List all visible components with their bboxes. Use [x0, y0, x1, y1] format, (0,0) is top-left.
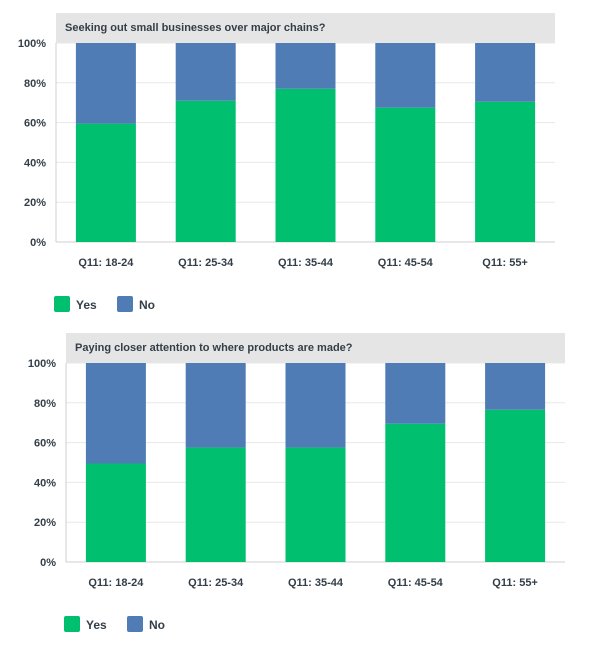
legend-label-no: No	[149, 618, 165, 632]
bar-yes-1	[75, 123, 136, 242]
y-tick-label: 40%	[24, 157, 46, 169]
y-tick-label: 20%	[24, 197, 46, 209]
y-tick-label: 80%	[24, 78, 46, 90]
legend-swatch-no	[127, 616, 143, 632]
y-tick-label: 0%	[40, 557, 56, 569]
bar-yes-5	[475, 101, 536, 242]
bar-no-1	[75, 43, 136, 124]
x-tick-label: Q11: 45-54	[378, 257, 434, 269]
y-tick-label: 20%	[34, 517, 56, 529]
y-tick-label: 0%	[30, 237, 46, 249]
legend-label-no: No	[139, 298, 155, 312]
x-tick-label: Q11: 18-24	[78, 257, 134, 269]
chart-title: Paying closer attention to where product…	[75, 342, 353, 354]
chart-title: Seeking out small businesses over major …	[65, 22, 326, 34]
x-tick-label: Q11: 18-24	[88, 577, 144, 589]
y-tick-label: 60%	[24, 118, 46, 130]
chart-title-bar	[66, 333, 565, 363]
bar-yes-4	[375, 107, 436, 242]
bar-no-2	[175, 43, 236, 101]
y-tick-label: 80%	[34, 398, 56, 410]
x-tick-label: Q11: 35-44	[288, 577, 344, 589]
bar-no-5	[485, 363, 546, 410]
bar-no-4	[375, 43, 436, 108]
bar-yes-2	[185, 447, 246, 562]
legend-label-yes: Yes	[86, 618, 107, 632]
legend-swatch-yes	[54, 296, 70, 312]
bar-yes-4	[385, 423, 446, 562]
bar-yes-1	[85, 463, 146, 562]
x-tick-label: Q11: 35-44	[278, 257, 334, 269]
x-tick-label: Q11: 55+	[492, 577, 538, 589]
bar-no-4	[385, 363, 446, 424]
y-tick-label: 60%	[34, 438, 56, 450]
x-tick-label: Q11: 55+	[482, 257, 528, 269]
y-tick-label: 40%	[34, 477, 56, 489]
legend-swatch-yes	[64, 616, 80, 632]
chart-1: Seeking out small businesses over major …	[18, 13, 555, 312]
x-tick-label: Q11: 45-54	[388, 577, 444, 589]
legend-swatch-no	[117, 296, 133, 312]
bar-yes-5	[485, 409, 546, 562]
bar-no-1	[85, 363, 146, 464]
legend-label-yes: Yes	[76, 298, 97, 312]
bar-no-2	[185, 363, 246, 448]
y-tick-label: 100%	[18, 38, 46, 50]
chart-title-bar	[56, 13, 555, 43]
bar-no-3	[275, 43, 336, 89]
bar-no-3	[285, 363, 346, 448]
bar-yes-2	[175, 100, 236, 243]
bar-yes-3	[275, 88, 336, 243]
bar-yes-3	[285, 447, 346, 562]
bar-no-5	[475, 43, 536, 102]
y-tick-label: 100%	[28, 358, 56, 370]
x-tick-label: Q11: 25-34	[178, 257, 234, 269]
chart-2: Paying closer attention to where product…	[28, 333, 565, 632]
x-tick-label: Q11: 25-34	[188, 577, 244, 589]
